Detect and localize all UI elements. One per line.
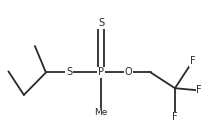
Text: S: S [66, 67, 72, 78]
Text: F: F [190, 56, 195, 66]
Text: F: F [196, 85, 202, 95]
Text: O: O [125, 67, 133, 78]
Text: F: F [172, 112, 178, 122]
Text: Me: Me [94, 108, 108, 117]
Text: S: S [98, 18, 104, 28]
Text: P: P [98, 67, 104, 78]
